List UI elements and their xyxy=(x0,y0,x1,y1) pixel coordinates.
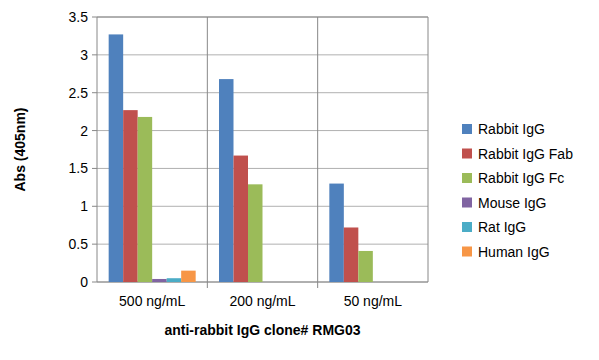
tick-mark xyxy=(92,92,97,93)
y-tick-label: 2 xyxy=(80,123,88,139)
tick-mark xyxy=(92,17,97,18)
tick-mark xyxy=(92,206,97,207)
bar xyxy=(292,282,307,283)
bar xyxy=(402,282,417,283)
tick-mark xyxy=(92,282,97,283)
bar xyxy=(234,156,249,282)
bar xyxy=(329,184,344,282)
legend-label: Rabbit IgG Fc xyxy=(478,170,564,186)
bar xyxy=(219,79,234,282)
bar xyxy=(181,271,196,282)
bar xyxy=(109,34,124,282)
legend-swatch xyxy=(462,173,472,183)
legend-swatch xyxy=(462,222,472,232)
legend-label: Mouse IgG xyxy=(478,195,546,211)
legend-label: Human IgG xyxy=(478,244,550,260)
grid-line xyxy=(97,17,428,18)
legend-label: Rabbit IgG xyxy=(478,121,545,137)
y-tick-label: 0 xyxy=(80,274,88,290)
tick-mark xyxy=(92,54,97,55)
x-tick-label: 50 ng/mL xyxy=(344,293,403,309)
y-axis-title: Abs (405nm) xyxy=(12,107,28,191)
legend-swatch xyxy=(462,124,472,134)
bar xyxy=(277,282,292,283)
bar xyxy=(387,282,402,283)
legend-swatch xyxy=(462,149,472,159)
y-tick-label: 1 xyxy=(80,198,88,214)
legend-label: Rabbit IgG Fab xyxy=(478,146,573,162)
bar xyxy=(123,110,137,282)
tick-mark xyxy=(92,244,97,245)
bar xyxy=(167,278,182,282)
category-separator xyxy=(428,17,429,282)
bar xyxy=(248,184,263,282)
y-tick-label: 3 xyxy=(80,47,88,63)
legend-swatch xyxy=(462,247,472,257)
y-tick-label: 0.5 xyxy=(69,236,89,252)
category-separator xyxy=(207,17,208,288)
bar xyxy=(344,227,359,282)
category-separator xyxy=(97,17,98,282)
bar xyxy=(152,279,167,282)
background xyxy=(0,0,599,360)
bar xyxy=(138,117,153,282)
x-tick-label: 200 ng/mL xyxy=(229,293,295,309)
category-separator xyxy=(317,17,318,288)
grid-line xyxy=(97,54,428,55)
x-tick-label: 500 ng/mL xyxy=(119,293,185,309)
bar xyxy=(373,282,388,283)
chart: 0 0.5 1 1.5 2 2.5 3 3.5 500 ng/mL 200 ng/mL 50 ng/… xyxy=(0,0,599,360)
legend-label: Rat IgG xyxy=(478,219,526,235)
grid-line xyxy=(97,92,428,93)
x-axis-title: anti-rabbit IgG clone# RMG03 xyxy=(164,322,360,338)
bar xyxy=(358,251,373,282)
y-tick-label: 3.5 xyxy=(69,9,89,25)
y-tick-label: 2.5 xyxy=(69,85,89,101)
plot-frame xyxy=(97,17,428,18)
tick-mark xyxy=(92,168,97,169)
y-tick-label: 1.5 xyxy=(69,160,89,176)
tick-mark xyxy=(92,130,97,131)
bars xyxy=(109,34,373,282)
bar xyxy=(263,282,278,283)
legend-swatch xyxy=(462,198,472,208)
